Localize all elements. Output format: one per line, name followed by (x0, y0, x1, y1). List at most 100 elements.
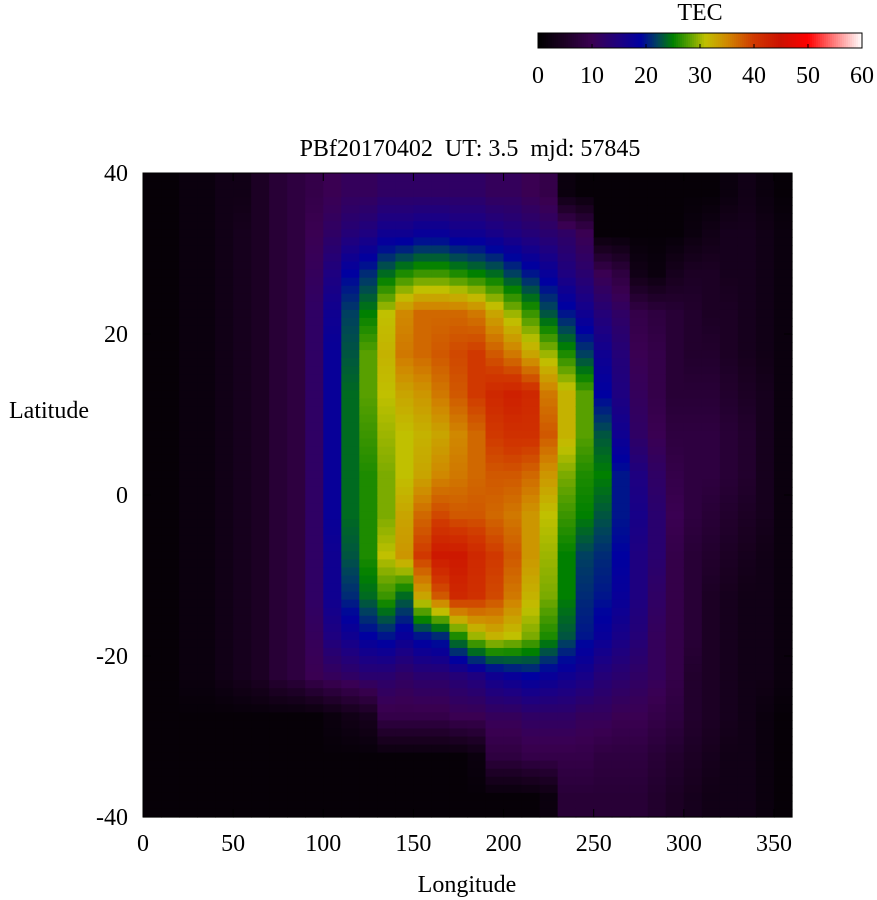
heatmap-cell (629, 623, 649, 633)
heatmap-cell (467, 720, 487, 730)
heatmap-cell (395, 800, 415, 810)
heatmap-cell (701, 664, 721, 673)
heatmap-cell (575, 301, 595, 311)
heatmap-cell (359, 317, 378, 327)
heatmap-cell (431, 656, 451, 665)
heatmap-cell (575, 607, 595, 617)
heatmap-cell (629, 374, 649, 383)
heatmap-cell (413, 752, 433, 762)
heatmap-cell (719, 495, 739, 504)
heatmap-cell (539, 277, 559, 287)
heatmap-cell (449, 237, 469, 247)
heatmap-cell (773, 197, 793, 206)
heatmap-cell (449, 728, 469, 738)
colorbar-tick-label: 10 (580, 63, 604, 89)
heatmap-cell (665, 752, 685, 762)
heatmap-cell (395, 213, 415, 222)
heatmap-cell (215, 720, 234, 730)
heatmap-cell (377, 213, 396, 222)
heatmap-cell (719, 229, 739, 238)
heatmap-cell (737, 680, 757, 689)
heatmap-cell (341, 664, 360, 673)
heatmap-cell (593, 293, 613, 303)
heatmap-cell (647, 696, 667, 705)
heatmap-cell (431, 382, 451, 391)
heatmap-cell (521, 704, 541, 713)
heatmap-cell (215, 535, 234, 544)
heatmap-cell (395, 752, 415, 762)
heatmap-cell (485, 358, 505, 367)
heatmap-cell (323, 591, 342, 601)
heatmap-cell (179, 591, 198, 601)
heatmap-cell (269, 623, 288, 633)
heatmap-cell (449, 350, 469, 359)
heatmap-cell (395, 760, 415, 770)
heatmap-cell (755, 237, 775, 247)
heatmap-cell (701, 559, 721, 569)
heatmap-cell (593, 285, 613, 295)
heatmap-cell (359, 696, 378, 705)
heatmap-cell (521, 551, 541, 560)
heatmap-cell (665, 736, 685, 746)
heatmap-cell (503, 591, 523, 601)
heatmap-cell (467, 784, 487, 794)
heatmap-cell (431, 551, 451, 560)
heatmap-cell (179, 760, 198, 770)
heatmap-cell (773, 438, 793, 448)
heatmap-cell (431, 800, 451, 810)
heatmap-cell (233, 736, 252, 746)
heatmap-cell (503, 253, 523, 263)
heatmap-cell (395, 366, 415, 375)
heatmap-cell (341, 647, 360, 657)
heatmap-cell (503, 543, 523, 552)
heatmap-cell (521, 398, 541, 408)
heatmap-cell (485, 792, 505, 802)
heatmap-cell (575, 768, 595, 778)
heatmap-cell (143, 647, 162, 657)
heatmap-cell (737, 792, 757, 802)
heatmap-cell (647, 760, 667, 770)
heatmap-cell (575, 334, 595, 343)
heatmap-cell (575, 664, 595, 673)
heatmap-cell (395, 470, 415, 480)
colorbar-swatch (814, 33, 817, 48)
heatmap-cell (395, 768, 415, 778)
heatmap-cell (431, 181, 451, 190)
heatmap-cell (647, 342, 667, 351)
heatmap-cell (377, 462, 396, 472)
heatmap-cell (755, 559, 775, 569)
heatmap-cell (197, 358, 216, 367)
heatmap-cell (683, 688, 703, 697)
heatmap-cell (521, 744, 541, 754)
heatmap-cell (539, 462, 559, 472)
heatmap-cell (449, 406, 469, 416)
heatmap-cell (449, 696, 469, 705)
heatmap-cell (161, 334, 180, 343)
heatmap-cell (701, 736, 721, 746)
heatmap-cell (233, 285, 252, 295)
heatmap-cell (557, 253, 577, 263)
heatmap-cell (611, 511, 631, 520)
heatmap-cell (377, 583, 396, 593)
heatmap-cell (413, 253, 433, 263)
heatmap-cell (647, 325, 667, 335)
heatmap-cell (773, 591, 793, 601)
heatmap-cell (323, 511, 342, 520)
heatmap-cell (431, 567, 451, 577)
heatmap-cell (755, 406, 775, 416)
heatmap-cell (251, 704, 270, 713)
heatmap-cell (665, 205, 685, 214)
heatmap-cell (287, 366, 306, 375)
heatmap-cell (755, 398, 775, 408)
heatmap-cell (179, 317, 198, 327)
heatmap-cell (683, 736, 703, 746)
heatmap-cell (755, 181, 775, 190)
heatmap-cell (395, 575, 415, 585)
colorbar-swatch (664, 33, 667, 48)
heatmap-cell (143, 422, 162, 432)
colorbar-swatch (582, 33, 585, 48)
heatmap-cell (755, 277, 775, 287)
heatmap-cell (683, 607, 703, 617)
heatmap-cell (377, 486, 396, 496)
heatmap-cell (233, 623, 252, 633)
